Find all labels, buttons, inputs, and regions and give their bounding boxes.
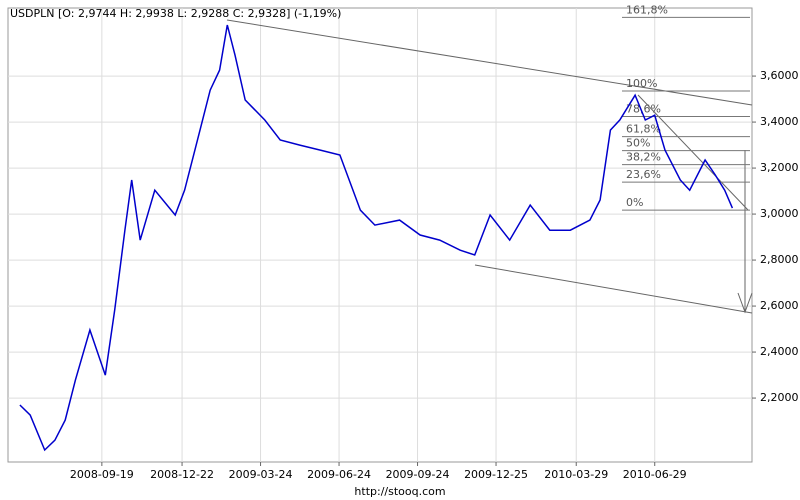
trend-line [474, 264, 753, 314]
y-tick-label: 3,0000 [760, 207, 799, 220]
fib-label: 50% [626, 137, 650, 150]
fib-label: 38,2% [626, 151, 661, 164]
fib-label: 0% [626, 196, 643, 209]
fib-label: 23,6% [626, 168, 661, 181]
y-tick-label: 3,4000 [760, 115, 799, 128]
x-tick-label: 2009-09-24 [386, 468, 450, 481]
grid [8, 8, 752, 462]
price-line [19, 24, 734, 452]
y-tick-label: 3,6000 [760, 69, 799, 82]
x-tick-label: 2010-06-29 [623, 468, 687, 481]
x-tick-label: 2009-12-25 [464, 468, 528, 481]
x-tick-label: 2008-12-22 [150, 468, 214, 481]
plot-frame [7, 7, 753, 463]
fib-label: 61,8% [626, 123, 661, 136]
x-tick-label: 2009-06-24 [307, 468, 371, 481]
y-tick-label: 2,2000 [760, 391, 799, 404]
source: http://stooq.com [354, 485, 445, 498]
x-tick-label: 2010-03-29 [544, 468, 608, 481]
y-tick-label: 3,2000 [760, 161, 799, 174]
y-tick-label: 2,4000 [760, 345, 799, 358]
chart-title: USDPLN [O: 2,9744 H: 2,9938 L: 2,9288 C:… [10, 7, 341, 20]
y-tick-label: 2,8000 [760, 253, 799, 266]
fib-label: 100% [626, 77, 657, 90]
fib-label: 161,8% [626, 3, 668, 16]
arrow-head [737, 292, 753, 314]
y-tick-label: 2,6000 [760, 299, 799, 312]
fib-label: 78,6% [626, 103, 661, 116]
x-tick-label: 2009-03-24 [229, 468, 293, 481]
trend-line [637, 94, 749, 211]
x-tick-label: 2008-09-19 [70, 468, 134, 481]
